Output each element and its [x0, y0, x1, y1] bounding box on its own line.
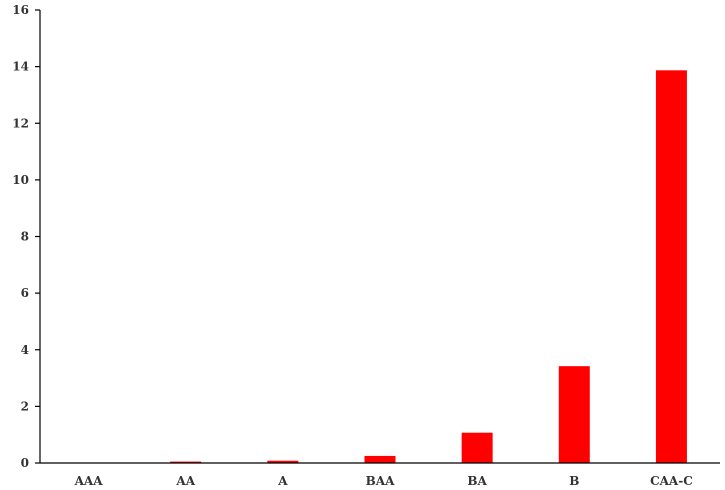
y-tick-label: 4	[21, 343, 29, 357]
bar-aa	[170, 461, 202, 463]
y-tick-label: 0	[21, 456, 29, 470]
y-tick-label: 6	[21, 286, 29, 300]
y-tick-label: 12	[12, 116, 29, 130]
x-tick-label: AAA	[74, 474, 104, 488]
y-tick-label: 10	[12, 173, 29, 187]
bar-ba	[461, 432, 493, 463]
y-axis-ticks: 0 2 4 6 8 10 12 14 16	[12, 3, 40, 470]
y-tick-label: 16	[12, 3, 29, 17]
x-tick-label: A	[277, 474, 288, 488]
x-tick-label: BAA	[366, 474, 395, 488]
bar-b	[558, 366, 590, 463]
bar-caa-c	[655, 70, 687, 463]
bar-a	[267, 460, 299, 463]
bars-group	[170, 70, 687, 463]
x-tick-label: AA	[175, 474, 195, 488]
bar-baa	[364, 455, 396, 463]
y-tick-label: 14	[12, 60, 29, 74]
y-tick-label: 2	[21, 399, 29, 413]
x-tick-label: CAA-C	[650, 474, 693, 488]
x-axis-ticks: AAA AA A BAA BA B CAA-C	[74, 474, 693, 488]
x-tick-label: B	[569, 474, 579, 488]
y-tick-label: 8	[21, 230, 29, 244]
x-tick-label: BA	[467, 474, 487, 488]
